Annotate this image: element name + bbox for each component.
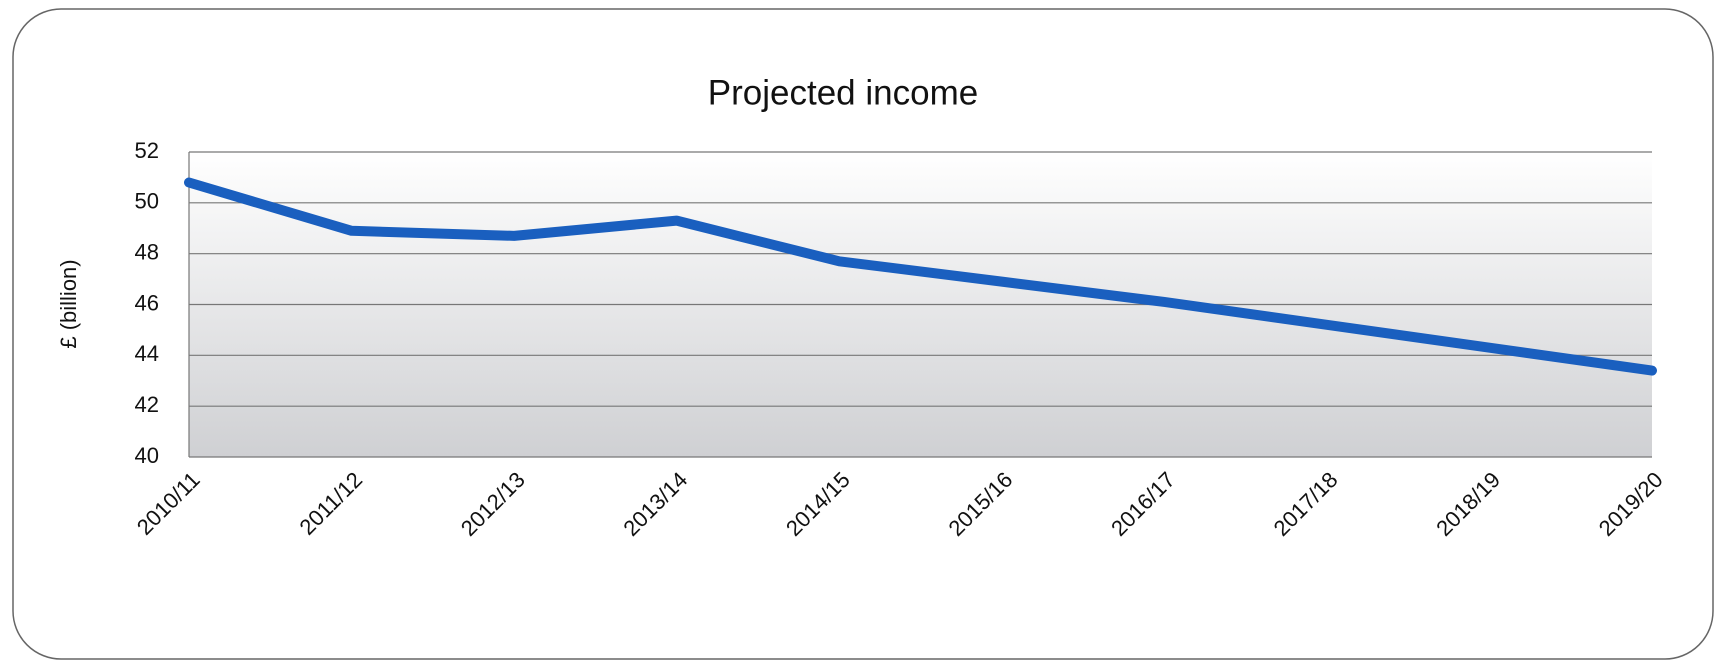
data-line: [184, 177, 1657, 376]
y-axis-label: £ (billion): [56, 259, 81, 348]
y-tick-label: 42: [135, 392, 159, 417]
y-tick-label: 52: [135, 138, 159, 163]
y-tick-label: 44: [135, 341, 159, 366]
y-tick-label: 40: [135, 443, 159, 468]
chart-title: Projected income: [708, 73, 978, 112]
y-tick-label: 48: [135, 239, 159, 264]
y-tick-label: 50: [135, 189, 159, 214]
y-tick-label: 46: [135, 290, 159, 315]
